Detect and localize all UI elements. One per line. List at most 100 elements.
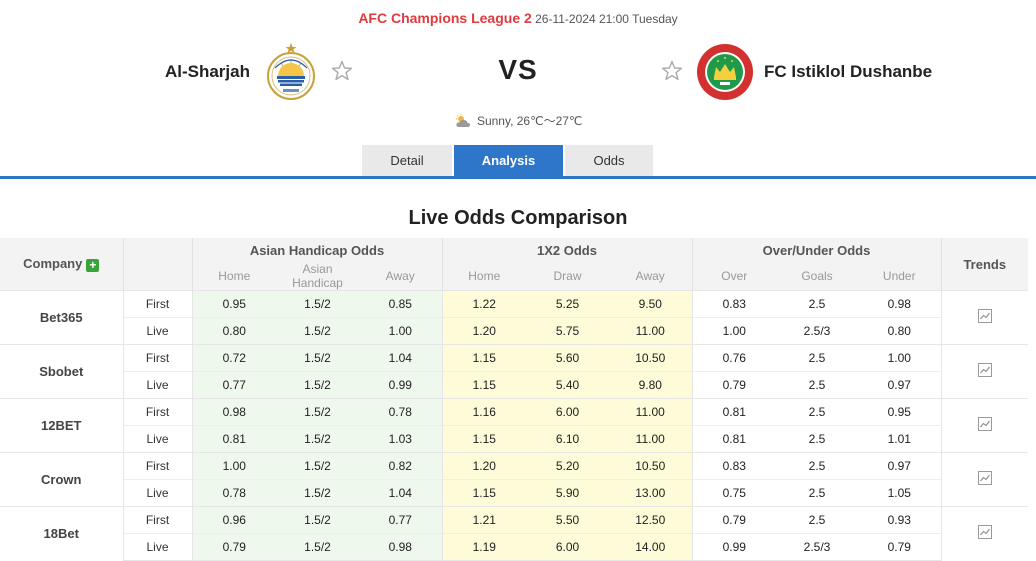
- league-name[interactable]: AFC Champions League 2: [358, 10, 532, 26]
- ah-odds-cell: 0.78: [192, 479, 276, 507]
- ah-odds-cell: 0.99: [359, 371, 443, 399]
- odds-row: 18Bet First 0.96 1.5/2 0.77 1.21 5.50 12.50 0.79…: [0, 506, 1028, 561]
- ou-odds-cell: 2.5: [776, 344, 858, 372]
- x12-odds-cell: 1.20: [442, 317, 526, 345]
- trend-button[interactable]: [941, 344, 1028, 399]
- company-name[interactable]: 18Bet: [0, 506, 124, 561]
- odds-row: Live 0.81 1.5/2 1.03 1.15 6.10 11.00 0.81 2.5 1.0…: [0, 425, 1028, 453]
- trend-button[interactable]: [941, 398, 1028, 453]
- match-header-line: AFC Champions League 2 26-11-2024 21:00 …: [0, 10, 1036, 26]
- odds-type: First: [123, 290, 193, 318]
- ou-odds-cell: 2.5: [776, 479, 858, 507]
- x12-odds-cell: 14.00: [609, 533, 693, 561]
- x12-home-subheader: Home: [442, 262, 526, 291]
- ou-odds-cell: 0.79: [858, 533, 942, 561]
- trend-button[interactable]: [941, 290, 1028, 345]
- ah-odds-cell: 0.98: [359, 533, 443, 561]
- ou-odds-cell: 0.81: [692, 398, 776, 426]
- weather-text: Sunny, 26℃～27℃: [476, 114, 583, 128]
- ah-odds-cell: 0.95: [192, 290, 276, 318]
- 1x2-header: 1X2 Odds: [442, 238, 693, 262]
- ou-odds-cell: 2.5: [776, 371, 858, 399]
- ah-odds-cell: 1.5/2: [276, 371, 359, 399]
- over-under-header: Over/Under Odds: [692, 238, 942, 262]
- x12-odds-cell: 1.15: [442, 344, 526, 372]
- company-name[interactable]: Sbobet: [0, 344, 124, 399]
- trend-chart-icon: [977, 417, 992, 431]
- ah-odds-cell: 0.96: [192, 506, 276, 534]
- away-team-logo[interactable]: [696, 43, 754, 101]
- section-title: Live Odds Comparison: [408, 207, 628, 229]
- trend-button[interactable]: [941, 452, 1028, 507]
- x12-odds-cell: 6.00: [526, 533, 609, 561]
- x12-odds-cell: 1.20: [442, 452, 526, 480]
- tab-odds[interactable]: Odds: [565, 145, 653, 176]
- home-team-logo[interactable]: [265, 42, 317, 100]
- ah-odds-cell: 1.00: [359, 317, 443, 345]
- ah-odds-cell: 0.77: [359, 506, 443, 534]
- x12-odds-cell: 11.00: [609, 398, 693, 426]
- match-datetime: 26-11-2024 21:00 Tuesday: [535, 12, 678, 26]
- x12-odds-cell: 9.80: [609, 371, 693, 399]
- ah-handicap-subheader: Asian Handicap: [276, 262, 359, 291]
- ou-odds-cell: 0.97: [858, 371, 942, 399]
- x12-odds-cell: 5.75: [526, 317, 609, 345]
- odds-type: Live: [123, 479, 193, 507]
- tab-detail[interactable]: Detail: [362, 145, 452, 176]
- ah-odds-cell: 0.79: [192, 533, 276, 561]
- ou-odds-cell: 0.83: [692, 290, 776, 318]
- ou-odds-cell: 0.95: [858, 398, 942, 426]
- x12-odds-cell: 1.15: [442, 371, 526, 399]
- add-company-plus-icon[interactable]: +: [86, 259, 100, 272]
- odds-type: First: [123, 344, 193, 372]
- x12-odds-cell: 1.19: [442, 533, 526, 561]
- away-favorite-star-icon[interactable]: [660, 59, 684, 83]
- x12-odds-cell: 5.60: [526, 344, 609, 372]
- odds-type: First: [123, 506, 193, 534]
- asian-handicap-header: Asian Handicap Odds: [192, 238, 443, 262]
- ou-odds-cell: 0.75: [692, 479, 776, 507]
- odds-type: Live: [123, 425, 193, 453]
- odds-type: Live: [123, 533, 193, 561]
- company-name[interactable]: 12BET: [0, 398, 124, 453]
- company-header: Company +: [0, 238, 124, 291]
- ou-odds-cell: 1.00: [858, 344, 942, 372]
- ah-odds-cell: 1.04: [359, 344, 443, 372]
- away-team-name[interactable]: FC Istiklol Dushanbe: [764, 62, 933, 81]
- odds-row: Sbobet First 0.72 1.5/2 1.04 1.15 5.60 10.50 0.7…: [0, 344, 1028, 399]
- x12-odds-cell: 1.15: [442, 479, 526, 507]
- ah-odds-cell: 1.5/2: [276, 506, 359, 534]
- odds-row: Bet365 First 0.95 1.5/2 0.85 1.22 5.25 9.50 0.83…: [0, 290, 1028, 345]
- odds-row: Live 0.77 1.5/2 0.99 1.15 5.40 9.80 0.79 2.5 0.97: [0, 371, 1028, 399]
- company-name[interactable]: Bet365: [0, 290, 124, 345]
- x12-away-subheader: Away: [609, 262, 693, 291]
- home-favorite-star-icon[interactable]: [330, 59, 354, 83]
- ah-odds-cell: 1.5/2: [276, 452, 359, 480]
- odds-row: Live 0.79 1.5/2 0.98 1.19 6.00 14.00 0.99 2.5/3 0…: [0, 533, 1028, 561]
- trend-chart-icon: [977, 309, 992, 323]
- ah-odds-cell: 1.5/2: [276, 425, 359, 453]
- ah-odds-cell: 0.98: [192, 398, 276, 426]
- ah-odds-cell: 1.5/2: [276, 479, 359, 507]
- odds-type: Live: [123, 371, 193, 399]
- x12-odds-cell: 5.25: [526, 290, 609, 318]
- ah-odds-cell: 1.5/2: [276, 533, 359, 561]
- company-name[interactable]: Crown: [0, 452, 124, 507]
- x12-odds-cell: 5.50: [526, 506, 609, 534]
- x12-odds-cell: 5.90: [526, 479, 609, 507]
- ah-odds-cell: 1.04: [359, 479, 443, 507]
- ah-away-subheader: Away: [359, 262, 443, 291]
- odds-row: Live 0.80 1.5/2 1.00 1.20 5.75 11.00 1.00 2.5/3 0…: [0, 317, 1028, 345]
- x12-odds-cell: 10.50: [609, 452, 693, 480]
- ou-odds-cell: 0.97: [858, 452, 942, 480]
- ou-odds-cell: 0.80: [858, 317, 942, 345]
- x12-odds-cell: 11.00: [609, 425, 693, 453]
- teams-row: Al-Sharjah VS FC Istiklol Dushanbe: [0, 40, 1036, 102]
- ah-odds-cell: 0.77: [192, 371, 276, 399]
- trend-button[interactable]: [941, 506, 1028, 561]
- home-team-name[interactable]: Al-Sharjah: [164, 62, 250, 81]
- partly-cloudy-icon: [455, 114, 470, 127]
- tab-analysis[interactable]: Analysis: [454, 145, 563, 176]
- ah-odds-cell: 1.03: [359, 425, 443, 453]
- odds-row: Live 0.78 1.5/2 1.04 1.15 5.90 13.00 0.75 2.5 1.0…: [0, 479, 1028, 507]
